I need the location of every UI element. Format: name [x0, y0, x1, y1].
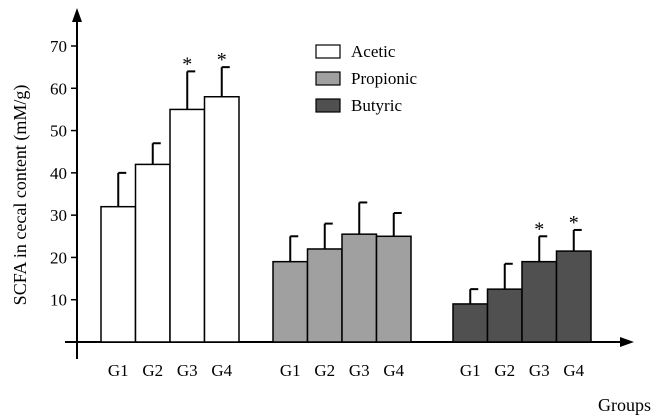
bar [521, 260, 558, 343]
series-butyric: G1 G2 * G3 * G4 [452, 212, 592, 380]
bar [306, 248, 343, 343]
y-tick-label: 20 [50, 248, 67, 267]
y-axis-title: SCFA in cecal content (mM/g) [10, 85, 31, 306]
bar [203, 95, 240, 343]
category-label: G3 [177, 361, 198, 380]
category-label: G2 [142, 361, 163, 380]
bar [341, 233, 378, 343]
bar [100, 205, 137, 343]
x-axis-arrow [620, 337, 634, 347]
legend: Acetic Propionic Butyric [315, 42, 418, 115]
significance-marker: * [217, 49, 227, 71]
series-propionic: G1 G2 G3 G4 [272, 201, 412, 380]
bar [555, 250, 592, 343]
bar [486, 288, 523, 343]
y-axis-arrow [72, 8, 82, 22]
category-label: G3 [529, 361, 550, 380]
legend-swatch [315, 98, 341, 113]
significance-marker: * [182, 53, 192, 75]
bar [375, 235, 412, 343]
y-tick-label: 30 [50, 206, 67, 225]
category-label: G1 [108, 361, 129, 380]
legend-label: Acetic [351, 42, 396, 61]
category-label: G4 [563, 361, 584, 380]
y-tick-label: 40 [50, 164, 67, 183]
legend-label: Butyric [351, 96, 402, 115]
category-label: G1 [460, 361, 481, 380]
y-tick-label: 50 [50, 122, 67, 141]
category-label: G4 [211, 361, 232, 380]
bars: G1 G2 * G3 * G4 G1 G2 G3 G4 G1 G2 * G3 * G4 [100, 49, 592, 380]
bar [134, 163, 171, 343]
y-tick-label: 60 [50, 79, 67, 98]
y-tick-label: 70 [50, 37, 67, 56]
legend-swatch [315, 71, 341, 86]
significance-marker: * [569, 212, 579, 234]
x-axis-title: Groups [598, 395, 651, 415]
category-label: G2 [314, 361, 335, 380]
category-label: G2 [494, 361, 515, 380]
bar [272, 260, 309, 343]
category-label: G4 [383, 361, 404, 380]
legend-swatch [315, 44, 341, 59]
series-acetic: G1 G2 * G3 * G4 [100, 49, 240, 380]
significance-marker: * [534, 218, 544, 240]
category-label: G1 [280, 361, 301, 380]
bar [452, 303, 489, 343]
y-tick-label: 10 [50, 291, 67, 310]
legend-label: Propionic [351, 69, 418, 88]
bar [169, 108, 206, 343]
category-label: G3 [349, 361, 370, 380]
